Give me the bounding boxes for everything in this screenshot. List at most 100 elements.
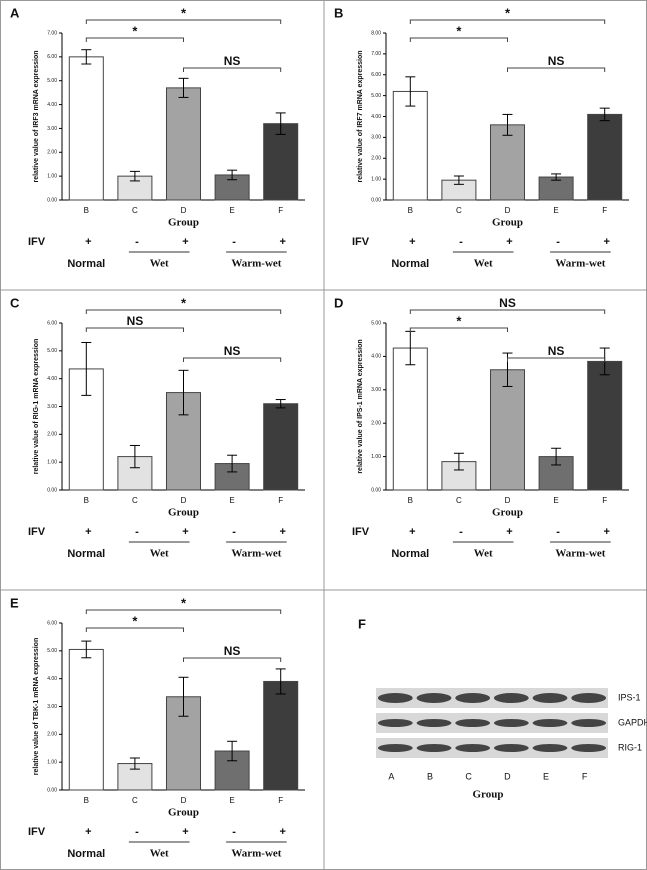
group-label: Wet [474, 258, 493, 270]
significance-bracket [183, 657, 282, 662]
significance-label: NS [548, 54, 565, 68]
treatment-sign: + [182, 236, 188, 248]
bar [68, 648, 104, 791]
bar [489, 124, 526, 201]
significance-label: * [456, 23, 462, 38]
treatment-sign: + [85, 526, 91, 538]
significance-bracket [183, 67, 282, 72]
significance-bracket [85, 37, 184, 42]
blot-band [532, 719, 568, 727]
blot-band [416, 719, 452, 727]
y-axis-label: relative value of IRF3 mRNA expression [33, 50, 40, 182]
y-tick-label: 3.00 [47, 404, 57, 410]
y-tick-label: 0.00 [47, 197, 57, 203]
y-tick-label: 4.00 [371, 114, 381, 120]
blot-band [493, 744, 529, 752]
treatment-sign: + [279, 526, 285, 538]
panel-label: D [334, 295, 343, 310]
significance-bracket [409, 19, 606, 24]
y-tick-label: 7.00 [47, 30, 57, 36]
group-label: Warm-wet [555, 548, 605, 560]
x-tick-label: F [278, 796, 283, 805]
x-axis-label: Group [168, 507, 199, 519]
y-tick-label: 1.00 [371, 454, 381, 460]
group-label: Wet [150, 258, 169, 270]
bar [489, 369, 526, 491]
significance-label: * [456, 313, 462, 328]
y-tick-label: 0.00 [47, 487, 57, 493]
significance-label: * [181, 5, 187, 20]
blot-lane-label: D [504, 771, 511, 781]
blot-band [532, 744, 568, 752]
y-tick-label: 4.00 [47, 376, 57, 382]
y-tick-label: 1.00 [371, 176, 381, 182]
y-tick-label: 3.00 [371, 387, 381, 393]
y-tick-label: 5.00 [47, 348, 57, 354]
significance-label: NS [499, 296, 516, 310]
x-tick-label: F [278, 496, 283, 505]
y-tick-label: 3.00 [47, 126, 57, 132]
x-tick-label: C [456, 206, 462, 215]
bar [68, 56, 104, 201]
y-tick-label: 5.00 [371, 93, 381, 99]
treatment-sign: - [135, 526, 139, 538]
significance-bracket [507, 67, 606, 72]
blot-band [493, 719, 529, 727]
group-label: Wet [474, 548, 493, 560]
treatment-sign: + [85, 826, 91, 838]
blot-lane-label: F [582, 771, 588, 781]
significance-bracket [85, 327, 184, 332]
treatment-sign: - [459, 236, 463, 248]
blot-band [571, 744, 607, 752]
treatment-label: IFV [28, 236, 46, 248]
blot-band [416, 744, 452, 752]
x-tick-label: C [456, 496, 462, 505]
blot-band [455, 744, 491, 752]
y-tick-label: 4.00 [47, 102, 57, 108]
significance-label: * [505, 5, 511, 20]
bar [587, 360, 623, 491]
x-tick-label: D [181, 206, 187, 215]
treatment-sign: - [135, 236, 139, 248]
blot-band [493, 693, 529, 703]
y-tick-label: 0.00 [47, 787, 57, 793]
significance-label: * [181, 595, 187, 610]
significance-bracket [409, 37, 508, 42]
blot-lane-label: E [543, 771, 549, 781]
panel-label: B [334, 5, 343, 20]
y-tick-label: 6.00 [47, 320, 57, 326]
y-tick-label: 2.00 [47, 432, 57, 438]
x-tick-label: D [505, 496, 511, 505]
y-tick-label: 0.00 [371, 197, 381, 203]
significance-label: NS [127, 314, 144, 328]
x-axis-label: Group [168, 217, 199, 229]
y-tick-label: 3.00 [371, 135, 381, 141]
blot-strip [376, 738, 608, 758]
panel-label: C [10, 295, 20, 310]
blot-band [455, 693, 491, 703]
y-axis-label: relative value of RIG-1 mRNA expression [33, 339, 40, 475]
group-label: Normal [67, 258, 105, 270]
group-label: Normal [391, 258, 429, 270]
group-label: Warm-wet [231, 548, 281, 560]
bar [165, 392, 202, 491]
significance-label: * [132, 613, 138, 628]
significance-label: * [181, 295, 187, 310]
panel-label: F [358, 616, 366, 631]
x-tick-label: F [602, 496, 607, 505]
treatment-sign: + [506, 526, 512, 538]
significance-bracket [183, 357, 282, 362]
treatment-sign: - [232, 236, 236, 248]
blot-lane-label: B [427, 771, 433, 781]
panel-label: E [10, 595, 19, 610]
x-tick-label: E [553, 206, 558, 215]
x-axis-label: Group [492, 217, 523, 229]
x-tick-label: D [181, 796, 187, 805]
x-tick-label: B [408, 496, 413, 505]
blot-band [455, 719, 491, 727]
blot-x-label: Group [473, 789, 504, 801]
bar [165, 87, 202, 201]
bar [587, 113, 623, 201]
x-tick-label: C [132, 796, 138, 805]
